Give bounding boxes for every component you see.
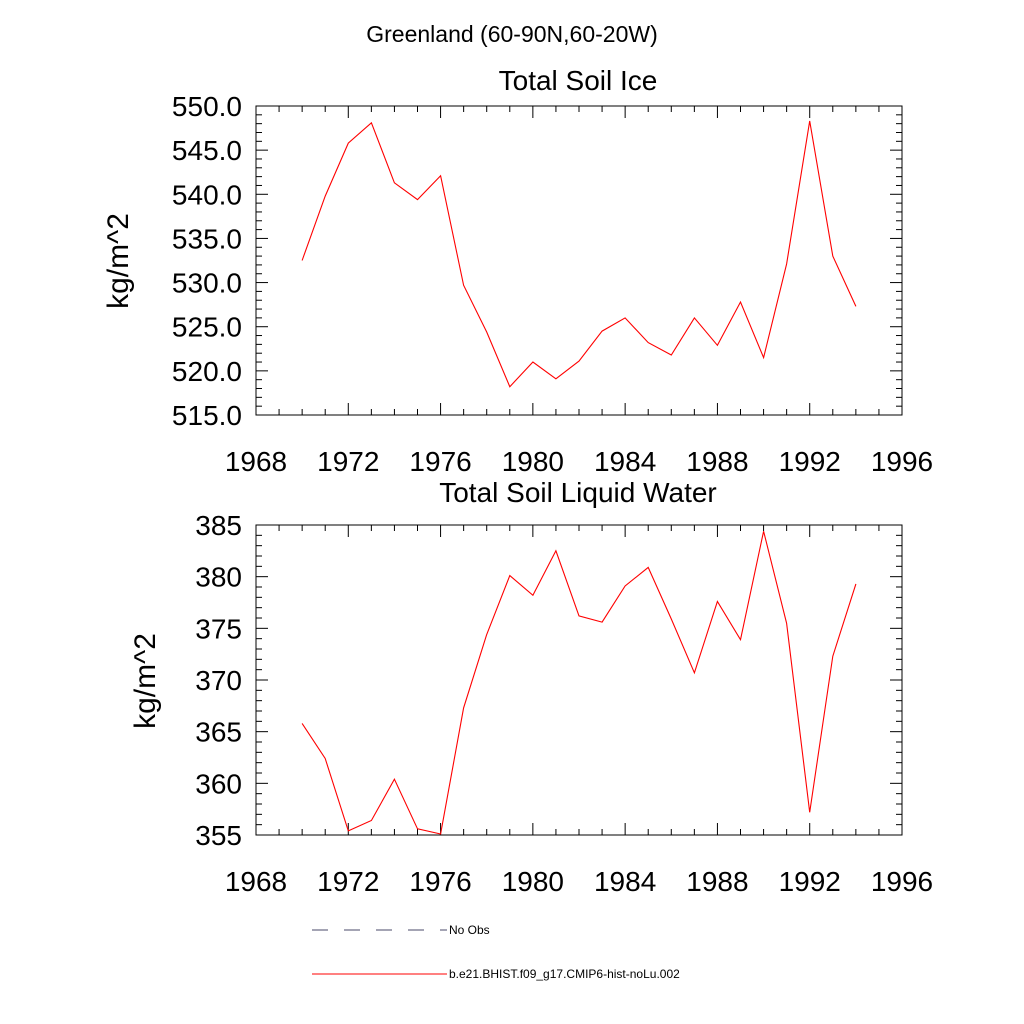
data-point (486, 331, 487, 332)
x-tick-label: 1976 (409, 866, 471, 897)
x-tick-label: 1996 (871, 446, 933, 477)
legend-item-obs: No Obs (312, 923, 490, 937)
data-point (855, 306, 856, 307)
series-line (301, 120, 857, 388)
chart-title: Total Soil Ice (499, 65, 658, 96)
plot-area: 1968 1972 1976 1980 1984 1988 1992 1996 515.0 520… (172, 91, 933, 477)
data-point (855, 583, 856, 584)
y-axis-label: kg/m^2 (102, 213, 135, 309)
data-point (486, 634, 487, 635)
x-tick-label: 1968 (225, 446, 287, 477)
data-point (717, 601, 718, 602)
data-point (555, 378, 556, 379)
y-tick-label: 360 (195, 768, 242, 799)
y-axis-label: kg/m^2 (129, 633, 162, 729)
y-tick-label: 535.0 (172, 223, 242, 254)
y-tick-label: 385 (195, 510, 242, 541)
data-point (601, 622, 602, 623)
data-point (786, 263, 787, 264)
y-tick-label: 525.0 (172, 312, 242, 343)
data-point (325, 195, 326, 196)
y-tick-label: 545.0 (172, 135, 242, 166)
data-point (532, 595, 533, 596)
data-point (348, 142, 349, 143)
data-point (302, 723, 303, 724)
x-tick-label: 1984 (594, 446, 656, 477)
data-point (371, 122, 372, 123)
soil-ice-chart: Total Soil Ice kg/m^2 1968 1972 1976 1980 19… (102, 65, 933, 477)
plot-area: 1968 1972 1976 1980 1984 1988 1992 1996 355 360 36… (195, 510, 933, 897)
y-tick-label: 355 (195, 820, 242, 851)
x-tick-label: 1988 (686, 446, 748, 477)
y-tick-label: 515.0 (172, 400, 242, 431)
x-tick-label: 1980 (502, 866, 564, 897)
y-tick-label: 370 (195, 665, 242, 696)
data-point (463, 707, 464, 708)
data-point (648, 567, 649, 568)
figure-suptitle: Greenland (60-90N,60-20W) (366, 21, 657, 47)
x-tick-label: 1996 (871, 866, 933, 897)
y-tick-label: 540.0 (172, 179, 242, 210)
data-point (763, 357, 764, 358)
data-point (763, 531, 764, 532)
data-point (417, 828, 418, 829)
x-tick-label: 1984 (594, 866, 656, 897)
data-point (440, 175, 441, 176)
data-point (394, 182, 395, 183)
data-point (740, 639, 741, 640)
data-point (417, 199, 418, 200)
legend-item-model: b.e21.BHIST.f09_g17.CMIP6-hist-noLu.002 (312, 967, 680, 981)
data-point (625, 317, 626, 318)
x-tick-label: 1988 (686, 866, 748, 897)
series-line (301, 531, 857, 835)
data-point (832, 656, 833, 657)
data-point (578, 615, 579, 616)
y-tick-label: 530.0 (172, 268, 242, 299)
x-tick-label: 1992 (779, 866, 841, 897)
legend-label-model: b.e21.BHIST.f09_g17.CMIP6-hist-noLu.002 (449, 967, 680, 981)
y-tick-label: 365 (195, 717, 242, 748)
legend: No Obs b.e21.BHIST.f09_g17.CMIP6-hist-no… (312, 923, 680, 981)
data-point (371, 820, 372, 821)
legend-label-obs: No Obs (449, 923, 490, 937)
x-tick-label: 1992 (779, 446, 841, 477)
plot-frame (255, 524, 903, 836)
data-point (325, 758, 326, 759)
data-point (509, 386, 510, 387)
data-point (601, 331, 602, 332)
data-point (809, 812, 810, 813)
data-point (786, 623, 787, 624)
chart-title: Total Soil Liquid Water (439, 477, 717, 508)
x-tick-label: 1980 (502, 446, 564, 477)
y-tick-label: 380 (195, 562, 242, 593)
data-point (717, 345, 718, 346)
data-point (555, 550, 556, 551)
y-tick-label: 520.0 (172, 356, 242, 387)
x-tick-label: 1972 (317, 866, 379, 897)
data-point (302, 260, 303, 261)
x-tick-label: 1976 (409, 446, 471, 477)
data-point (440, 833, 441, 834)
soil-liquid-water-chart: Total Soil Liquid Water kg/m^2 1968 1972 1… (129, 477, 933, 897)
data-point (694, 672, 695, 673)
data-point (740, 301, 741, 302)
data-point (832, 255, 833, 256)
data-point (809, 120, 810, 121)
x-tick-label: 1972 (317, 446, 379, 477)
y-tick-label: 550.0 (172, 91, 242, 122)
data-point (671, 618, 672, 619)
data-point (671, 354, 672, 355)
data-point (694, 317, 695, 318)
y-tick-label: 375 (195, 613, 242, 644)
data-point (648, 342, 649, 343)
data-point (532, 361, 533, 362)
data-point (394, 779, 395, 780)
data-point (578, 361, 579, 362)
x-tick-label: 1968 (225, 866, 287, 897)
data-point (463, 285, 464, 286)
data-point (348, 830, 349, 831)
data-point (509, 575, 510, 576)
data-point (625, 585, 626, 586)
